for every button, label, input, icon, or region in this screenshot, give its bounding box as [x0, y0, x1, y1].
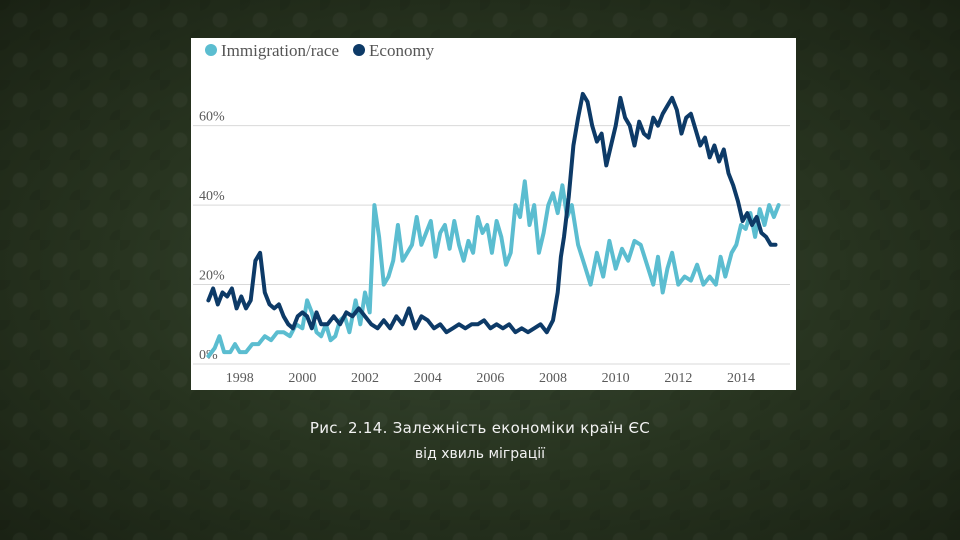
figure-caption-line1: Рис. 2.14. Залежність економіки країн ЄС: [309, 419, 651, 437]
x-tick-label: 2000: [288, 371, 316, 386]
legend-marker-immigration: [205, 44, 217, 56]
legend-marker-economy: [353, 44, 366, 56]
gridlines: [193, 125, 790, 365]
x-tick-label: 2002: [351, 371, 379, 386]
series-lines: [206, 91, 781, 359]
y-tick-label: 60%: [199, 110, 225, 125]
x-tick-label: 2014: [727, 371, 755, 386]
y-axis-ticks: 0%20%40%60%: [199, 110, 225, 363]
line-chart: 0%20%40%60% 1998 2000 2002 2004 2006 2008 2010…: [193, 41, 790, 386]
x-tick-label: 2004: [414, 371, 442, 386]
legend-label-economy: Economy: [369, 41, 435, 60]
figure-caption-line2: від хвиль міграції: [414, 446, 546, 462]
x-tick-label: 2012: [664, 371, 692, 386]
y-tick-label: 20%: [199, 269, 225, 284]
legend: Immigration/race Economy: [205, 41, 435, 60]
x-axis-ticks: 1998 2000 2002 2004 2006 2008 2010 2012 2014: [226, 371, 755, 386]
x-tick-label: 1998: [226, 371, 254, 386]
chart-panel: 0% 20% 40% 60% 1998 2000 2002 2004 2006 2008 2010…: [191, 38, 796, 390]
y-tick-label: 40%: [199, 189, 225, 204]
x-tick-label: 2006: [476, 371, 504, 386]
x-tick-label: 2008: [539, 371, 567, 386]
series-line-economy: [206, 91, 778, 335]
x-tick-label: 2010: [602, 371, 630, 386]
legend-label-immigration: Immigration/race: [221, 41, 339, 60]
